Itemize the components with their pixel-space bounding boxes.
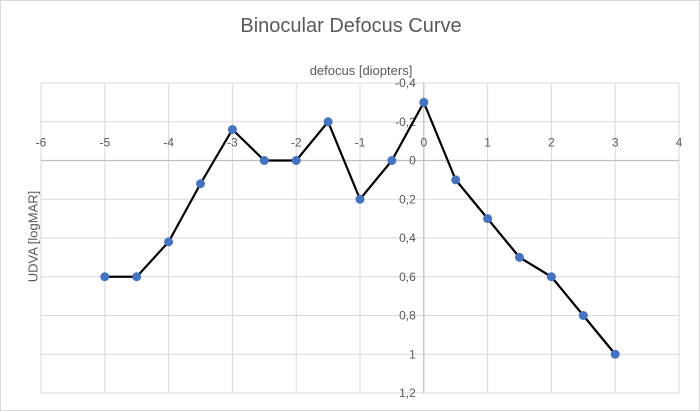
x-tick-label: -2 (291, 136, 302, 150)
data-point (451, 175, 461, 185)
data-point (323, 117, 333, 127)
y-tick-label: 0,8 (399, 309, 416, 323)
data-point (483, 214, 493, 224)
data-point (578, 311, 588, 320)
data-point (196, 179, 205, 189)
data-point (100, 272, 110, 282)
x-tick-label: -4 (163, 136, 174, 150)
data-point (387, 156, 397, 165)
data-point (355, 194, 365, 204)
data-point (419, 97, 429, 107)
data-point (546, 272, 556, 282)
data-point (259, 156, 269, 165)
x-tick-label: -6 (36, 136, 47, 150)
data-point (164, 237, 174, 247)
x-tick-label: 4 (676, 136, 683, 150)
data-point (610, 349, 620, 359)
y-tick-label: 0,6 (399, 270, 416, 284)
y-tick-label: 0 (409, 154, 416, 168)
y-tick-label: 0,2 (399, 192, 416, 206)
chart-title: Binocular Defocus Curve (240, 15, 462, 37)
x-tick-label: -5 (99, 136, 110, 150)
x-tick-label: 1 (484, 136, 491, 150)
x-tick-label: -3 (227, 136, 238, 150)
y-tick-label: 0,4 (399, 231, 416, 245)
x-tick-label: 2 (548, 136, 555, 150)
x-tick-label: 3 (612, 136, 619, 150)
y-tick-label: -0,4 (395, 76, 416, 90)
data-point (291, 156, 301, 165)
y-tick-label: 1,2 (399, 386, 416, 400)
x-tick-label: -1 (355, 136, 366, 150)
x-tick-label: 0 (420, 136, 427, 150)
data-point (227, 125, 237, 134)
data-point (515, 252, 524, 262)
data-point (132, 272, 142, 282)
y-tick-label: 1 (409, 347, 416, 361)
x-axis-label: defocus [diopters] (309, 63, 413, 78)
